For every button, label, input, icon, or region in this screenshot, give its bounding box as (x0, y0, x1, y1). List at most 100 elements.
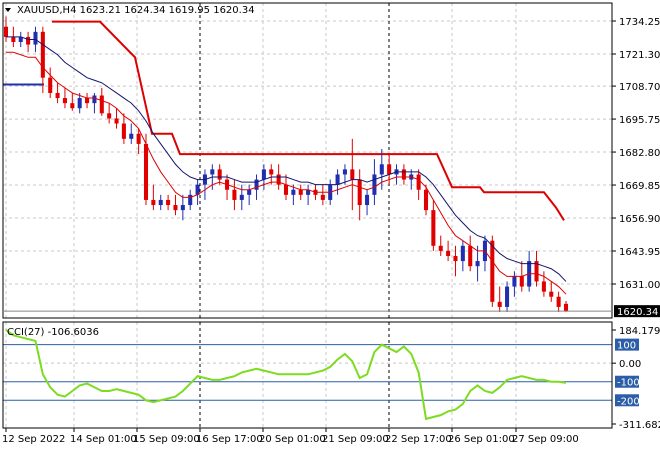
time-tick-label: 22 Sep 17:00 (385, 434, 452, 445)
candle-body (48, 77, 53, 93)
last-price-marker: 1620.34 (3, 305, 660, 318)
candle-body (26, 36, 31, 45)
cci-grid (3, 322, 612, 428)
candle-body (372, 174, 377, 195)
candle-body (416, 174, 421, 190)
candle-body (151, 199, 156, 206)
candle-body (519, 276, 524, 287)
candle-body (99, 95, 104, 114)
candle-body (77, 98, 82, 109)
time-tick-label: 27 Sep 09:00 (512, 434, 579, 445)
candle-body (401, 169, 406, 180)
candle-body (143, 143, 149, 200)
candle-body (70, 103, 75, 109)
cci-axis: 184.1792 100 0.00 -100 -200 -311.6829 (612, 326, 660, 431)
candle-body (556, 296, 561, 307)
candle-body (475, 261, 480, 267)
candle-body (239, 194, 244, 200)
last-price-box (614, 305, 660, 318)
candle-body (114, 118, 119, 124)
candle-body (18, 36, 23, 43)
candle-body (33, 31, 38, 45)
candle-body (62, 98, 67, 104)
candle-body (55, 92, 60, 99)
time-tick-label: 16 Sep 17:00 (196, 434, 263, 445)
cci-tick-label: 184.1792 (619, 326, 660, 337)
ma-slow-line (6, 36, 567, 282)
price-tick-label: 1669.85 (619, 181, 660, 192)
time-tick-label: 21 Sep 09:00 (322, 434, 389, 445)
candle-body (247, 189, 252, 195)
cci-level-label: -200 (617, 396, 640, 407)
candle-body (490, 240, 495, 302)
candle-body (342, 169, 347, 175)
price-tick-label: 1631.00 (619, 280, 660, 291)
candle-body (549, 291, 554, 297)
candle-body (11, 36, 16, 43)
price-tick-label: 1682.80 (619, 148, 660, 159)
price-tick-label: 1656.90 (619, 214, 660, 225)
price-tick-label: 1708.70 (619, 82, 660, 93)
candle-body (350, 169, 355, 180)
price-axis: 1734.25 1721.30 1708.70 1695.75 1682.80 1669.… (612, 17, 660, 291)
candle-body (497, 301, 502, 307)
candle-body (166, 199, 171, 206)
candle-body (298, 189, 303, 195)
candle-body (460, 245, 465, 262)
candle-body (453, 255, 458, 262)
cci-level-label: 100 (617, 341, 636, 352)
symbol-header: XAUUSD,H4 1623.21 1624.34 1619.95 1620.3… (17, 5, 255, 16)
chart-labels: XAUUSD,H4 1623.21 1624.34 1619.95 1620.3… (5, 5, 255, 338)
candle-body (188, 194, 193, 206)
time-tick-label: 20 Sep 01:00 (259, 434, 326, 445)
candle-body (121, 123, 126, 139)
moving-averages (6, 36, 567, 295)
candle-body (261, 169, 266, 180)
time-tick-label: 15 Sep 09:00 (133, 434, 200, 445)
time-tick-label: 14 Sep 01:00 (70, 434, 137, 445)
candle-body (468, 245, 473, 267)
cci-tick-label: -311.6829 (619, 420, 660, 431)
candle-body (365, 194, 370, 206)
candle-body (431, 210, 436, 246)
candle-body (306, 189, 311, 195)
candle-body (40, 31, 45, 78)
candle-body (387, 164, 392, 175)
candle-body (3, 26, 9, 37)
candle-body (512, 276, 517, 287)
candle-body (254, 179, 259, 190)
candle-body (180, 205, 185, 211)
stop-line-red (52, 20, 565, 221)
cci-level-badge (615, 394, 639, 407)
candle-body (136, 133, 141, 144)
candle-body (92, 95, 97, 104)
candle-body (269, 169, 274, 175)
candle-body (438, 245, 443, 251)
panel-frames (2, 2, 613, 429)
candle-body (195, 184, 200, 195)
candle-body (173, 205, 178, 211)
candle-body (335, 174, 340, 185)
candle-body (320, 194, 325, 200)
cci-series-line (5, 328, 567, 421)
candle-body (276, 174, 281, 185)
price-tick-label: 1643.95 (619, 247, 660, 258)
candle-body (563, 303, 569, 312)
last-price-label: 1620.34 (617, 307, 658, 318)
candle-body (158, 199, 163, 206)
cci-panel-frame (2, 321, 613, 429)
candle-body (423, 189, 429, 211)
time-tick-label: 12 Sep 2022 (2, 434, 65, 445)
candle-body (291, 189, 296, 195)
candle-body (505, 286, 510, 307)
price-tick-label: 1721.30 (619, 50, 660, 61)
cci-line (5, 328, 567, 421)
candle-body (232, 189, 237, 200)
candle-body (357, 179, 362, 206)
stop-line (3, 20, 565, 221)
price-tick-label: 1695.75 (619, 115, 660, 126)
cci-level-badge (615, 338, 639, 351)
candle-body (446, 250, 451, 256)
candle-body (85, 98, 90, 104)
